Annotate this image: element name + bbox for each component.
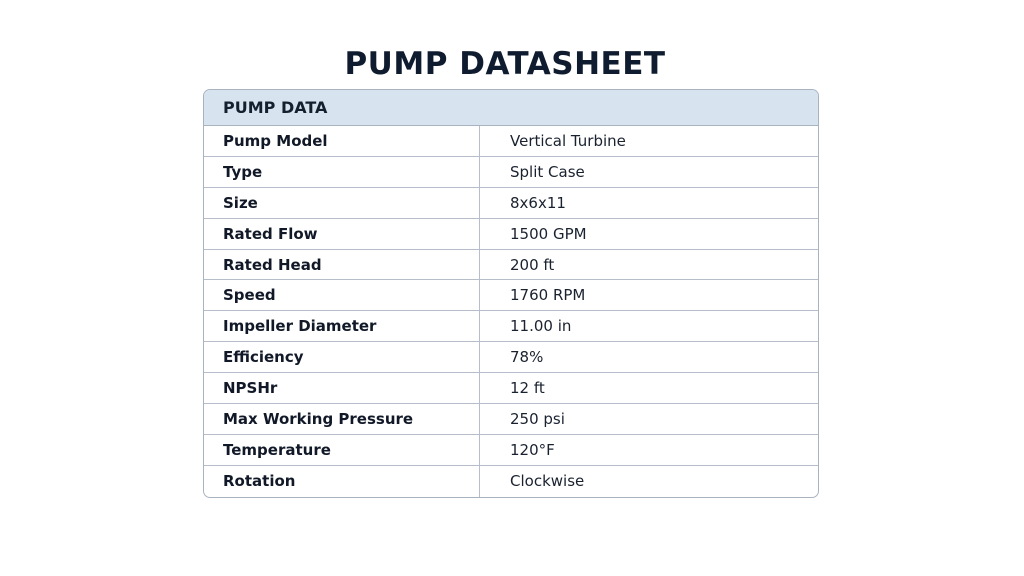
row-label-npshr: NPSHr [204,373,480,404]
table-row: Rated Flow 1500 GPM [204,218,818,250]
table-row: NPSHr 12 ft [204,373,818,405]
row-value-rotation: Clockwise [510,472,585,491]
row-value-max-working-pressure: 250 psi [510,409,565,428]
table-row: Size 8x6x11 [204,187,818,219]
row-label-max-working-pressure: Max Working Pressure [204,404,480,434]
table-row: Speed 1760 RPM [204,280,818,312]
row-value-size: 8x6x11 [510,193,566,212]
row-label-temperature: Temperature [204,434,480,465]
row-label-impeller-diameter: Impeller Diameter [204,311,480,342]
table-row: Rated Head 200 ft [204,249,818,281]
row-value-pump-model: Vertical Turbine [510,131,626,150]
row-label-size: Size [204,187,480,218]
table-row: Efficiency 78% [204,342,818,374]
table-row: Pump Model Vertical Turbine [204,126,818,157]
row-label-rated-head: Rated Head [204,249,480,280]
row-value-type: Split Case [510,162,585,181]
page-title: PUMP DATASHEET [344,46,666,82]
row-label-type: Type [204,156,480,187]
row-value-impeller-diameter: 11.00 in [510,317,572,336]
table-section-header: PUMP DATA [204,90,818,126]
row-value-rated-flow: 1500 GPM [510,224,587,243]
table-row: Rotation Clockwise [204,465,818,497]
row-label-pump-model: Pump Model [204,126,480,156]
row-label-efficiency: Efficiency [204,342,480,373]
row-value-efficiency: 78% [510,348,544,367]
pump-data-table: PUMP DATA Pump Model Vertical Turbine Ty… [203,89,819,498]
row-value-temperature: 120°F [510,440,555,459]
row-label-rated-flow: Rated Flow [204,218,480,249]
table-row: Max Working Pressure 250 psi [204,404,818,435]
table-row: Temperature 120°F [204,434,818,466]
row-value-speed: 1760 RPM [510,286,586,305]
row-label-speed: Speed [204,280,480,311]
table-body: Pump Model Vertical Turbine Type Split C… [204,126,818,497]
row-value-rated-head: 200 ft [510,255,555,274]
table-row: Impeller Diameter 11.00 in [204,311,818,343]
table-row: Type Split Case [204,156,818,188]
row-value-npshr: 12 ft [510,379,545,398]
row-label-rotation: Rotation [204,465,480,497]
